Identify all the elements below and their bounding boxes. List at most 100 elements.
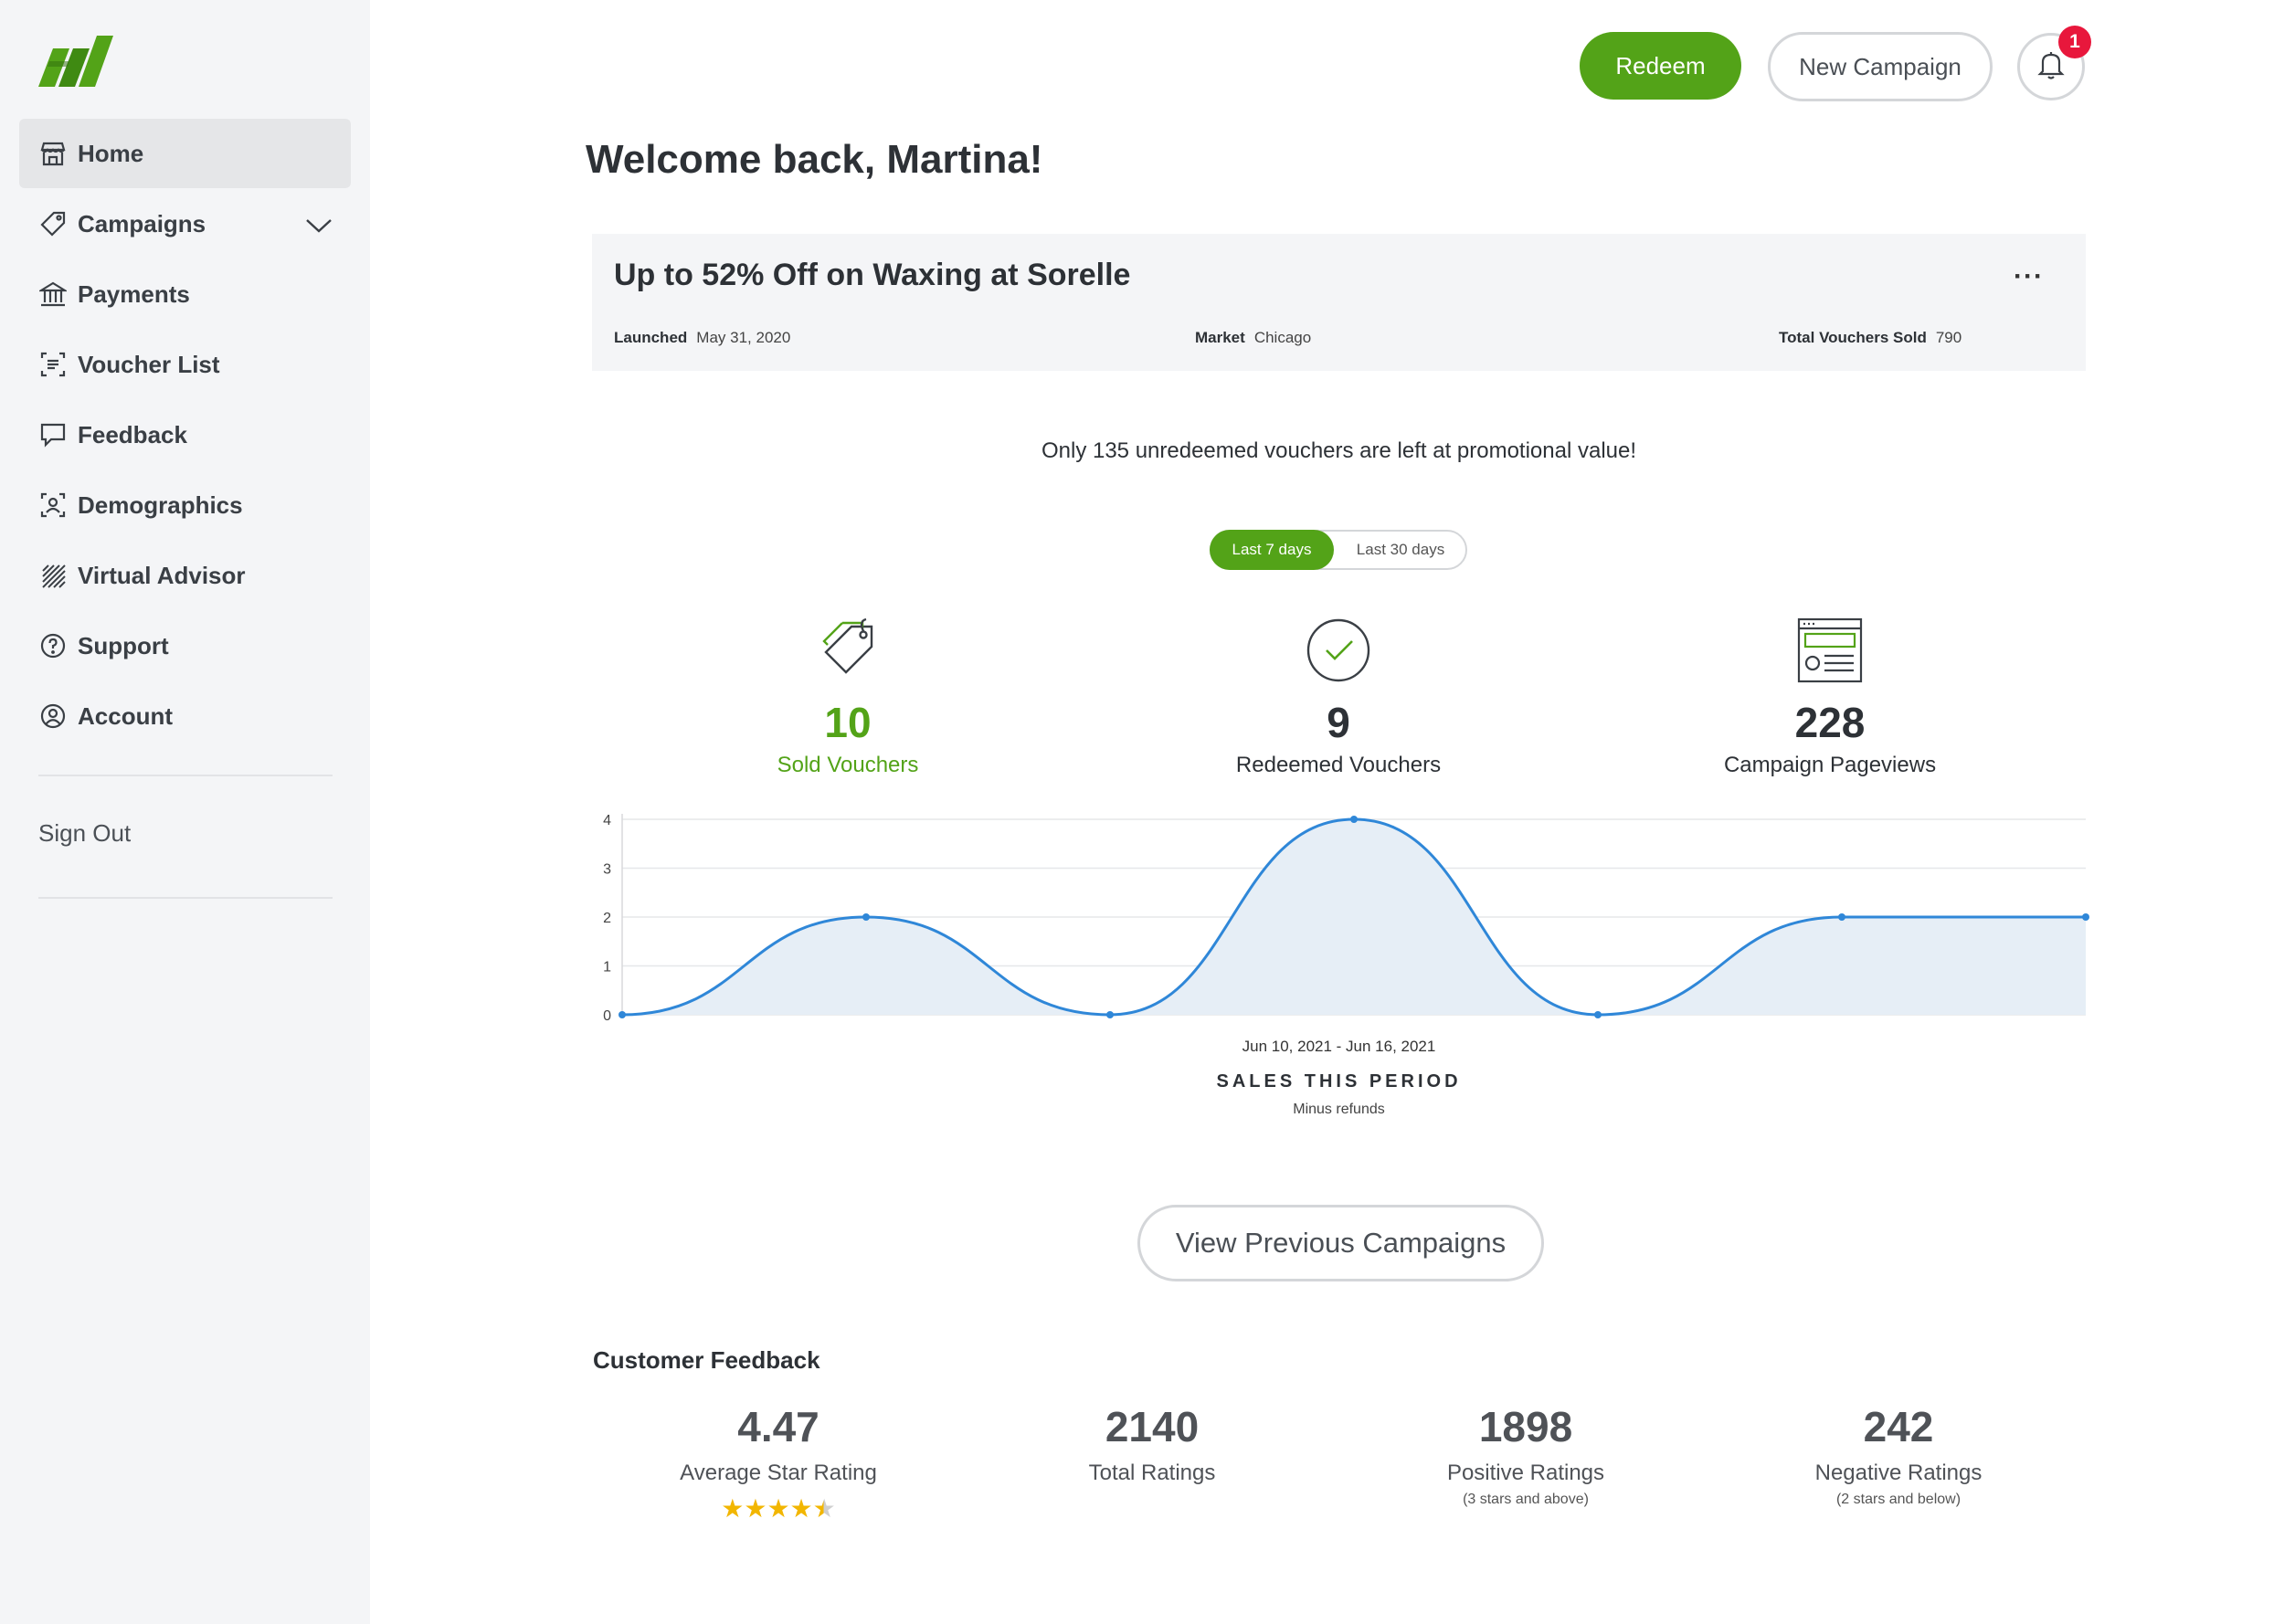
chart-data-point bbox=[1838, 913, 1845, 921]
sidebar-item-label: Campaigns bbox=[78, 209, 206, 237]
chart-title: SALES THIS PERIOD bbox=[1216, 1071, 1462, 1091]
stat-redeemed-vouchers: 9 Redeemed Vouchers bbox=[1156, 614, 1521, 778]
vouchers-sold-value: 790 bbox=[1935, 329, 1962, 346]
star-rating-icon: ★★★★★ bbox=[596, 1493, 961, 1524]
sidebar-item-payments[interactable]: Payments bbox=[19, 259, 351, 329]
sidebar-item-label: Virtual Advisor bbox=[78, 561, 246, 589]
vouchers-sold-label: Total Vouchers Sold bbox=[1779, 329, 1927, 346]
sidebar-item-label: Demographics bbox=[78, 490, 243, 519]
stat-sold-vouchers: 10 Sold Vouchers bbox=[665, 614, 1031, 778]
tag-icon bbox=[37, 208, 69, 239]
campaign-card: Up to 52% Off on Waxing at Sorelle ··· L… bbox=[592, 234, 2086, 371]
stat-label: Redeemed Vouchers bbox=[1235, 753, 1442, 777]
feedback-label: Negative Ratings bbox=[1814, 1461, 1983, 1485]
bank-icon bbox=[37, 279, 69, 310]
sidebar-nav: Home Campaigns Payments bbox=[19, 119, 351, 752]
hatch-icon bbox=[37, 560, 69, 591]
speech-bubble-icon bbox=[37, 419, 69, 450]
chart-data-point bbox=[862, 913, 870, 921]
stat-label: Sold Vouchers bbox=[777, 753, 919, 777]
chevron-down-icon[interactable] bbox=[303, 209, 334, 240]
chart-x-label: Jun 10, 2021 - Jun 16, 2021 bbox=[1242, 1038, 1436, 1055]
person-scan-icon bbox=[37, 490, 69, 521]
sidebar-item-label: Account bbox=[78, 701, 173, 730]
view-previous-campaigns-button[interactable]: View Previous Campaigns bbox=[1137, 1205, 1544, 1281]
chart-subtitle: Minus refunds bbox=[1293, 1102, 1385, 1117]
feedback-label: Positive Ratings bbox=[1446, 1461, 1605, 1485]
feedback-value: 1898 bbox=[1478, 1403, 1573, 1450]
sidebar-item-campaigns[interactable]: Campaigns bbox=[19, 189, 351, 258]
sidebar: Home Campaigns Payments bbox=[0, 0, 370, 1624]
stat-value: 228 bbox=[1794, 699, 1866, 746]
sidebar-divider bbox=[38, 775, 333, 776]
stat-value: 10 bbox=[824, 699, 872, 746]
period-last-30-days[interactable]: Last 30 days bbox=[1356, 541, 1445, 558]
sidebar-item-label: Voucher List bbox=[78, 350, 220, 378]
sidebar-item-label: Support bbox=[78, 631, 169, 659]
launched-label: Launched bbox=[614, 329, 688, 346]
feedback-label: Average Star Rating bbox=[680, 1461, 877, 1485]
bell-icon bbox=[2036, 49, 2066, 85]
sidebar-item-demographics[interactable]: Demographics bbox=[19, 470, 351, 540]
chart-y-tick-label: 1 bbox=[603, 960, 611, 975]
period-last-7-days[interactable]: Last 7 days bbox=[1210, 530, 1334, 570]
launched-value: May 31, 2020 bbox=[696, 329, 791, 346]
sidebar-item-label: Feedback bbox=[78, 420, 187, 448]
sidebar-item-virtual-advisor[interactable]: Virtual Advisor bbox=[19, 541, 351, 610]
star-icon: ★ bbox=[789, 1494, 813, 1523]
feedback-value: 2140 bbox=[1105, 1403, 1200, 1450]
page-title: Welcome back, Martina! bbox=[586, 137, 1043, 182]
merchant-logo-icon[interactable] bbox=[37, 32, 115, 89]
user-circle-icon bbox=[37, 701, 69, 732]
new-campaign-button[interactable]: New Campaign bbox=[1768, 32, 1993, 101]
chart-data-point bbox=[619, 1011, 626, 1018]
chart-data-point bbox=[2082, 913, 2089, 921]
feedback-negative-ratings: 242 Negative Ratings (2 stars and below) bbox=[1716, 1402, 2081, 1508]
star-icon: ★ bbox=[767, 1494, 790, 1523]
chart-y-tick-label: 2 bbox=[603, 911, 611, 926]
sidebar-item-feedback[interactable]: Feedback bbox=[19, 400, 351, 469]
feedback-note: (3 stars and above) bbox=[1463, 1492, 1589, 1507]
promo-message: Only 135 unredeemed vouchers are left at… bbox=[1041, 438, 1637, 463]
star-half-icon: ★ bbox=[812, 1494, 836, 1523]
redeem-button[interactable]: Redeem bbox=[1580, 32, 1741, 100]
sidebar-item-account[interactable]: Account bbox=[19, 681, 351, 751]
star-icon: ★ bbox=[744, 1494, 767, 1523]
list-icon bbox=[37, 349, 69, 380]
stat-campaign-pageviews: 228 Campaign Pageviews bbox=[1647, 614, 2013, 778]
notification-count-badge: 1 bbox=[2058, 26, 2091, 58]
question-circle-icon bbox=[37, 630, 69, 661]
feedback-positive-ratings: 1898 Positive Ratings (3 stars and above… bbox=[1343, 1402, 1708, 1508]
sales-chart: 0 1 2 3 4 bbox=[603, 813, 2089, 1024]
feedback-label: Total Ratings bbox=[1088, 1461, 1216, 1485]
star-icon: ★ bbox=[721, 1494, 745, 1523]
sidebar-item-home[interactable]: Home bbox=[19, 119, 351, 188]
campaign-launched: Launched May 31, 2020 bbox=[614, 329, 790, 347]
check-circle-icon bbox=[1302, 614, 1375, 687]
feedback-value: 242 bbox=[1863, 1403, 1934, 1450]
sidebar-item-support[interactable]: Support bbox=[19, 611, 351, 680]
storefront-icon bbox=[37, 138, 69, 169]
chart-data-point bbox=[1106, 1011, 1114, 1018]
sidebar-item-voucher-list[interactable]: Voucher List bbox=[19, 330, 351, 399]
period-toggle: Last 7 days Last 30 days bbox=[1210, 530, 1467, 570]
price-tag-icon bbox=[811, 614, 884, 687]
webpage-icon bbox=[1793, 614, 1866, 687]
stat-value: 9 bbox=[1327, 699, 1350, 746]
stat-label: Campaign Pageviews bbox=[1723, 753, 1937, 777]
chart-y-tick-label: 0 bbox=[603, 1008, 611, 1024]
sign-out-link[interactable]: Sign Out bbox=[38, 819, 132, 847]
campaign-vouchers-sold: Total Vouchers Sold 790 bbox=[1779, 329, 1961, 347]
market-value: Chicago bbox=[1253, 329, 1312, 346]
feedback-value: 4.47 bbox=[737, 1403, 819, 1450]
chart-data-point bbox=[1594, 1011, 1602, 1018]
feedback-total-ratings: 2140 Total Ratings bbox=[969, 1402, 1335, 1486]
market-label: Market bbox=[1195, 329, 1245, 346]
more-options-icon[interactable]: ··· bbox=[2014, 261, 2044, 291]
sidebar-item-label: Home bbox=[78, 139, 144, 167]
chart-y-tick-label: 4 bbox=[603, 813, 611, 828]
chart-y-tick-label: 3 bbox=[603, 862, 611, 878]
feedback-average-rating: 4.47 Average Star Rating ★★★★★ bbox=[596, 1402, 961, 1524]
sidebar-divider bbox=[38, 897, 333, 899]
campaign-title: Up to 52% Off on Waxing at Sorelle bbox=[614, 258, 1131, 292]
